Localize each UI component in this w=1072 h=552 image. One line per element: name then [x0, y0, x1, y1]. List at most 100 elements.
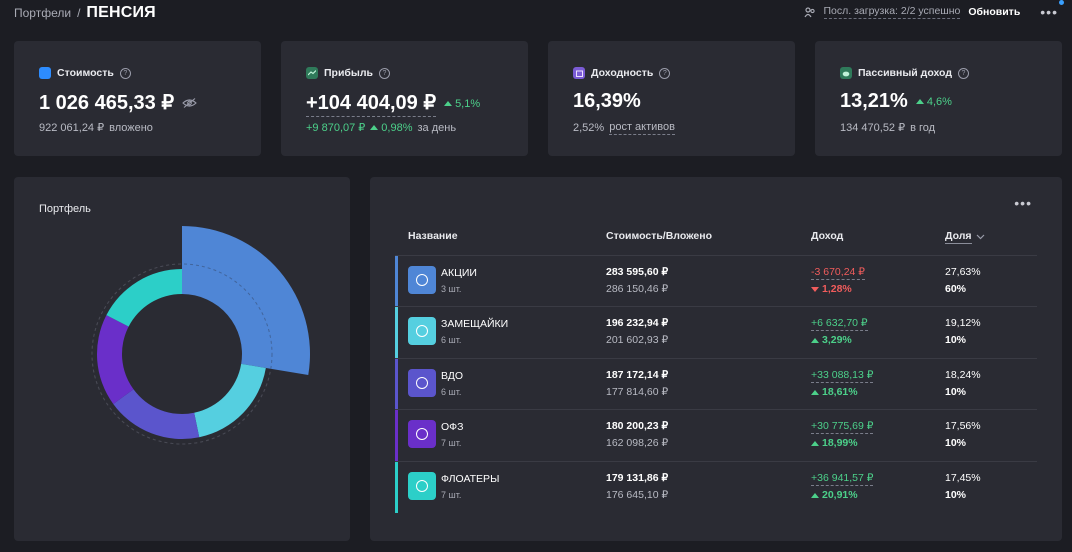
- portfolio-title: Портфель: [39, 203, 91, 215]
- stat-sub-label: в год: [910, 121, 936, 134]
- stat-value-change-text: 5,1%: [455, 97, 481, 110]
- asset-group-icon: [408, 472, 436, 500]
- assets-table-card: ••• Название Стоимость/Вложено Доход Дол…: [370, 177, 1062, 541]
- asset-income[interactable]: +36 941,57 ₽: [811, 472, 874, 486]
- stat-value: 16,39%: [573, 90, 641, 113]
- asset-count: 7 шт.: [441, 490, 462, 500]
- table-row[interactable]: ЗАМЕЩАЙКИ 6 шт. 196 232,94 ₽ 201 602,93 ₽ +6…: [395, 306, 1037, 358]
- asset-count: 6 шт.: [441, 387, 462, 397]
- asset-value: 187 172,14 ₽: [606, 369, 669, 381]
- ring-icon: [416, 428, 428, 440]
- asset-invested: 201 602,93 ₽: [606, 334, 669, 346]
- calendar-icon: [573, 67, 585, 79]
- asset-share: 27,63%: [945, 266, 981, 278]
- asset-share: 18,24%: [945, 369, 981, 381]
- help-icon[interactable]: ?: [659, 67, 671, 79]
- row-color-bar: [395, 462, 398, 513]
- load-status[interactable]: Посл. загрузка: 2/2 успешно: [823, 5, 961, 19]
- column-header-income[interactable]: Доход: [811, 230, 844, 242]
- asset-target-share: 10%: [945, 386, 967, 398]
- help-icon[interactable]: ?: [119, 67, 131, 79]
- asset-name[interactable]: ЗАМЕЩАЙКИ: [441, 318, 509, 330]
- donut-slice-5[interactable]: [106, 269, 182, 327]
- asset-invested: 176 645,10 ₽: [606, 489, 669, 501]
- table-row[interactable]: ВДО 6 шт. 187 172,14 ₽ 177 814,60 ₽ +33 088,…: [395, 358, 1037, 410]
- ring-icon: [416, 480, 428, 492]
- piggy-icon: [840, 67, 852, 79]
- row-color-bar: [395, 359, 398, 410]
- more-dots-icon[interactable]: •••: [1014, 195, 1032, 211]
- stat-value-text[interactable]: +104 404,09 ₽: [306, 90, 437, 117]
- stat-value-text: 13,21%: [840, 90, 908, 112]
- stat-value-change: 5,1%: [444, 98, 480, 110]
- table-row[interactable]: АКЦИИ 3 шт. 283 595,60 ₽ 286 150,46 ₽ -3 670…: [395, 255, 1037, 307]
- asset-target-share: 10%: [945, 334, 967, 346]
- asset-income[interactable]: -3 670,24 ₽: [811, 266, 865, 280]
- asset-value: 283 595,60 ₽: [606, 266, 669, 278]
- asset-count: 7 шт.: [441, 438, 462, 448]
- stat-head: Пассивный доход ?: [840, 67, 969, 79]
- asset-invested: 162 098,26 ₽: [606, 437, 669, 449]
- asset-invested: 286 150,46 ₽: [606, 283, 669, 295]
- asset-share: 17,56%: [945, 420, 981, 432]
- table-row[interactable]: ФЛОАТЕРЫ 7 шт. 179 131,86 ₽ 176 645,10 ₽ +36…: [395, 461, 1037, 513]
- stat-sub: +9 870,07 ₽ 0,98% за день: [306, 121, 457, 135]
- help-icon[interactable]: ?: [958, 67, 969, 79]
- asset-group-icon: [408, 369, 436, 397]
- column-header-value[interactable]: Стоимость/Вложено: [606, 230, 713, 242]
- donut-slice-3[interactable]: [113, 389, 200, 439]
- asset-income-percent: 18,61%: [811, 386, 858, 398]
- table-row[interactable]: ОФЗ 7 шт. 180 200,23 ₽ 162 098,26 ₽ +30 775,…: [395, 409, 1037, 461]
- stat-label: Прибыль: [324, 67, 373, 79]
- asset-income-percent: 20,91%: [811, 489, 858, 501]
- asset-share: 17,45%: [945, 472, 981, 484]
- row-color-bar: [395, 307, 398, 358]
- asset-income[interactable]: +33 088,13 ₽: [811, 369, 874, 383]
- asset-value: 180 200,23 ₽: [606, 420, 669, 432]
- chevron-down-icon: [976, 234, 984, 240]
- stat-sub-label: за день: [417, 121, 457, 134]
- asset-group-icon: [408, 266, 436, 294]
- asset-name[interactable]: ОФЗ: [441, 421, 464, 433]
- asset-income-percent-text: 3,29%: [822, 334, 852, 346]
- asset-income[interactable]: +6 632,70 ₽: [811, 317, 868, 331]
- stat-value-text: 16,39%: [573, 90, 641, 112]
- column-header-name[interactable]: Название: [408, 230, 458, 242]
- breadcrumb-portfolios-link[interactable]: Портфели: [14, 6, 72, 20]
- chart-icon: [306, 67, 318, 79]
- notification-dot: [1059, 0, 1064, 5]
- stat-sub-change: 0,98%: [370, 122, 413, 134]
- donut-slice-1[interactable]: [182, 226, 310, 376]
- stat-card-value: Стоимость ? 1 026 465,33 ₽ 922 061,24 ₽ …: [14, 41, 261, 156]
- stat-card-passive-income: Пассивный доход ? 13,21% 4,6% 134 470,52…: [815, 41, 1062, 156]
- column-header-share[interactable]: Доля: [945, 230, 985, 244]
- help-icon[interactable]: ?: [379, 67, 390, 79]
- more-dots-icon[interactable]: •••: [1040, 0, 1064, 20]
- asset-target-share: 10%: [945, 437, 967, 449]
- arrow-up-icon: [444, 101, 453, 106]
- asset-income-percent-text: 20,91%: [822, 489, 858, 501]
- asset-income[interactable]: +30 775,69 ₽: [811, 420, 874, 434]
- ring-icon: [416, 274, 428, 286]
- page-title: ПЕНСИЯ: [86, 4, 156, 21]
- eye-hidden-icon[interactable]: [182, 97, 197, 108]
- row-color-bar: [395, 410, 398, 461]
- column-header-share-label: Доля: [945, 230, 972, 244]
- stat-sub-value: 134 470,52 ₽: [840, 122, 906, 134]
- asset-income-percent-text: 1,28%: [822, 283, 852, 295]
- donut-slice-4[interactable]: [97, 315, 134, 405]
- asset-income-percent: 18,99%: [811, 437, 858, 449]
- asset-name[interactable]: ФЛОАТЕРЫ: [441, 473, 500, 485]
- stat-card-profit: Прибыль ? +104 404,09 ₽ 5,1% +9 870,07 ₽…: [281, 41, 528, 156]
- stat-label: Пассивный доход: [858, 67, 952, 79]
- stat-head: Доходность ?: [573, 67, 671, 79]
- asset-income-percent-text: 18,99%: [822, 437, 858, 449]
- refresh-button[interactable]: Обновить: [968, 6, 1021, 18]
- stat-value: +104 404,09 ₽ 5,1%: [306, 90, 480, 117]
- asset-name[interactable]: ВДО: [441, 370, 464, 382]
- stat-sub-label[interactable]: рост активов: [609, 121, 675, 135]
- asset-income-percent: 3,29%: [811, 334, 852, 346]
- row-color-bar: [395, 256, 398, 307]
- asset-name[interactable]: АКЦИИ: [441, 267, 477, 279]
- donut-slice-2[interactable]: [194, 363, 266, 438]
